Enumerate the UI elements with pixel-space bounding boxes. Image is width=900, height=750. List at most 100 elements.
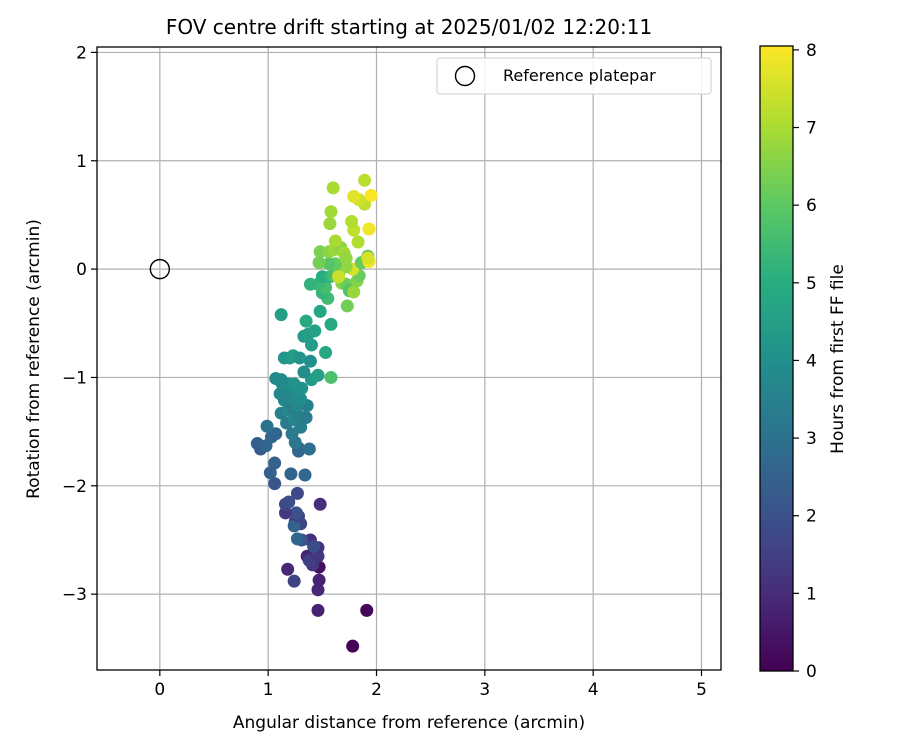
- data-point: [269, 427, 283, 441]
- colorbar-tick-label: 2: [806, 507, 817, 527]
- y-tick-label: 2: [76, 43, 87, 63]
- data-point: [303, 354, 317, 368]
- data-point: [332, 270, 346, 284]
- data-point: [294, 392, 308, 406]
- data-point: [268, 456, 282, 470]
- colorbar-tick-label: 5: [806, 274, 817, 294]
- data-point: [361, 251, 375, 265]
- data-point: [263, 466, 277, 480]
- colorbar: 0 1 2 3 4 5 6 7 8 Hours from first FF file: [759, 41, 848, 682]
- data-point: [307, 539, 321, 553]
- data-point: [340, 299, 354, 313]
- data-point: [324, 317, 338, 331]
- data-point: [347, 285, 361, 299]
- y-tick-label: 1: [76, 152, 87, 172]
- data-point: [303, 277, 317, 291]
- colorbar-gradient: [760, 46, 793, 671]
- data-point: [287, 519, 301, 533]
- data-point: [299, 314, 313, 328]
- data-point: [274, 308, 288, 322]
- data-point: [297, 365, 311, 379]
- data-points: [250, 173, 378, 653]
- data-point: [284, 467, 298, 481]
- data-point: [358, 173, 372, 187]
- legend-box: [436, 57, 712, 95]
- data-point: [326, 181, 340, 195]
- data-point: [287, 377, 301, 391]
- data-point: [364, 188, 378, 202]
- plot-frame: [96, 46, 722, 671]
- legend-marker-reference: [454, 65, 476, 87]
- data-point: [311, 583, 325, 597]
- data-point: [260, 419, 274, 433]
- plot-area: 0 1 2 3 4 5 −3 −2 −1 0 1 2: [62, 43, 722, 700]
- x-axis-ticks: 0 1 2 3 4 5: [154, 670, 707, 700]
- x-tick-label: 0: [154, 680, 165, 700]
- x-tick-label: 4: [588, 680, 599, 700]
- y-tick-label: −3: [62, 585, 87, 605]
- grid-lines: [97, 47, 721, 670]
- y-tick-label: −2: [62, 477, 87, 497]
- colorbar-tick-label: 1: [806, 584, 817, 604]
- data-point: [360, 603, 374, 617]
- data-point: [312, 573, 326, 587]
- y-tick-label: −1: [62, 368, 87, 388]
- data-point: [290, 532, 304, 546]
- data-point: [298, 468, 312, 482]
- data-point: [313, 497, 327, 511]
- x-tick-label: 5: [696, 680, 707, 700]
- data-point: [289, 506, 303, 520]
- data-point: [346, 639, 360, 653]
- x-tick-label: 1: [263, 680, 274, 700]
- data-point: [273, 387, 287, 401]
- colorbar-ticks: 0 1 2 3 4 5 6 7 8: [793, 41, 817, 682]
- colorbar-frame: [759, 45, 794, 672]
- data-point: [322, 257, 336, 271]
- data-point: [305, 338, 318, 352]
- data-point: [311, 603, 325, 617]
- y-axis-ticks: −3 −2 −1 0 1 2: [62, 43, 97, 605]
- data-point: [328, 234, 342, 248]
- data-point: [308, 324, 322, 338]
- colorbar-tick-label: 8: [806, 41, 817, 61]
- data-point: [299, 411, 313, 425]
- reference-marker-layer: [149, 258, 171, 280]
- data-point: [362, 222, 376, 236]
- data-point: [290, 486, 304, 500]
- reference-platepar-marker: [149, 258, 171, 280]
- colorbar-tick-label: 7: [806, 119, 817, 139]
- plot-background: [97, 47, 721, 670]
- data-point: [268, 477, 282, 491]
- data-point: [312, 256, 326, 270]
- data-point: [293, 351, 307, 365]
- data-point: [302, 442, 316, 456]
- legend: Reference platepar: [436, 57, 712, 95]
- x-tick-label: 2: [371, 680, 382, 700]
- legend-label-reference: Reference platepar: [503, 66, 656, 85]
- chart-title: FOV centre drift starting at 2025/01/02 …: [166, 15, 652, 39]
- x-tick-label: 3: [479, 680, 490, 700]
- colorbar-tick-label: 6: [806, 196, 817, 216]
- data-point: [323, 217, 337, 231]
- data-point: [319, 346, 333, 360]
- colorbar-label: Hours from first FF file: [828, 264, 848, 454]
- data-point: [347, 190, 361, 204]
- data-point: [351, 235, 365, 249]
- data-point: [282, 495, 296, 509]
- data-point: [311, 368, 325, 382]
- data-point: [274, 373, 288, 387]
- data-point: [281, 562, 295, 576]
- data-point: [313, 304, 327, 318]
- data-point: [287, 574, 301, 588]
- colorbar-tick-label: 3: [806, 429, 817, 449]
- data-point: [345, 214, 359, 228]
- data-point: [324, 205, 338, 219]
- y-tick-label: 0: [76, 260, 87, 280]
- data-point: [324, 370, 338, 384]
- x-axis-label: Angular distance from reference (arcmin): [233, 713, 585, 733]
- y-axis-label: Rotation from reference (arcmin): [24, 219, 44, 499]
- colorbar-tick-label: 0: [806, 662, 817, 682]
- data-point: [339, 251, 353, 265]
- colorbar-tick-label: 4: [806, 351, 817, 371]
